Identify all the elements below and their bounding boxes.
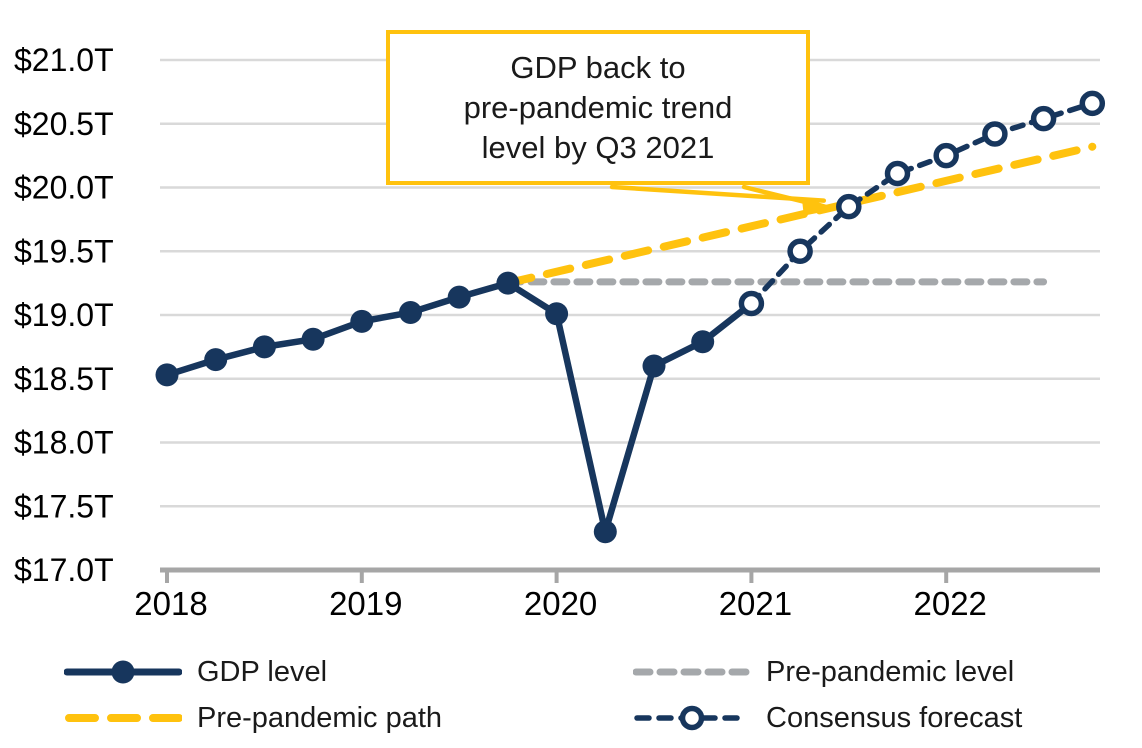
annotation-line-3: level by Q3 2021	[481, 129, 715, 165]
pre-pandemic-level-line-swatch	[633, 668, 751, 676]
y-tick-label: $20.0T	[14, 170, 114, 206]
gdp-level-line-swatch	[64, 660, 182, 684]
pre-pandemic-path-line	[503, 142, 1097, 288]
gdp-data-point	[496, 271, 520, 295]
y-tick-label: $21.0T	[14, 42, 114, 78]
gdp-data-point	[691, 330, 715, 354]
forecast-data-point	[1030, 105, 1057, 132]
gdp-level-line	[163, 279, 755, 535]
forecast-data-point	[884, 160, 911, 187]
chart-canvas: $21.0T $20.5T $20.0T $19.5T $19.0T $18.5T $18.…	[14, 42, 1106, 622]
y-tick-label: $18.5T	[14, 361, 114, 397]
gdp-data-point	[252, 335, 276, 359]
gdp-level-markers	[155, 271, 715, 544]
x-tick-label: 2020	[524, 585, 597, 622]
forecast-data-point	[1079, 90, 1106, 117]
x-tick-label: 2018	[134, 585, 207, 622]
pre-pandemic-path-line-swatch	[65, 714, 182, 722]
x-tick-label: 2019	[329, 585, 402, 622]
legend-label-consensus-forecast: Consensus forecast	[766, 701, 1023, 734]
y-tick-label: $17.5T	[14, 488, 114, 524]
legend-label-gdp-level: GDP level	[197, 655, 328, 688]
legend-label-pre-pandemic-path: Pre-pandemic path	[197, 701, 443, 734]
legend-label-pre-pandemic-level: Pre-pandemic level	[766, 655, 1015, 688]
y-tick-label: $20.5T	[14, 106, 114, 142]
gdp-data-point	[301, 327, 325, 351]
gdp-data-point	[593, 520, 617, 544]
gdp-data-point	[642, 354, 666, 378]
forecast-data-point	[787, 238, 813, 264]
legend-item-pre-pandemic-level: Pre-pandemic level	[633, 655, 1014, 689]
legend-item-consensus-forecast: Consensus forecast	[633, 701, 1022, 735]
gdp-data-point	[204, 348, 228, 372]
gdp-data-point	[350, 309, 374, 333]
forecast-data-point	[836, 193, 862, 220]
y-tick-label: $18.0T	[14, 425, 114, 461]
legend-item-pre-pandemic-path: Pre-pandemic path	[64, 701, 442, 735]
x-tick-label: 2022	[913, 585, 986, 622]
legend-item-gdp-level: GDP level	[64, 655, 327, 689]
annotation-line-1: GDP back to	[510, 49, 686, 85]
gdp-data-point	[155, 363, 179, 387]
annotation-callout: GDP back to pre-pandemic trend level by …	[386, 30, 810, 185]
gdp-data-point	[399, 300, 422, 324]
x-axis: 2018 2019 2020 2021 2022	[134, 567, 1100, 622]
x-tick-label: 2021	[719, 585, 792, 622]
consensus-forecast-line-swatch	[634, 705, 750, 731]
forecast-data-point	[738, 290, 765, 317]
forecast-data-point	[933, 142, 959, 169]
consensus-forecast-markers	[738, 90, 1106, 317]
forecast-data-point	[982, 121, 1008, 147]
chart-legend: GDP level Pre-pandemic path Pre-pandemic…	[0, 645, 1142, 748]
annotation-line-2: pre-pandemic trend	[463, 89, 733, 125]
annotation-arrow	[609, 184, 840, 216]
y-tick-label: $19.5T	[14, 233, 114, 269]
y-tick-label: $17.0T	[14, 552, 114, 588]
y-axis-labels: $21.0T $20.5T $20.0T $19.5T $19.0T $18.5T $18.…	[14, 42, 114, 588]
gdp-data-point	[447, 285, 471, 309]
y-tick-label: $19.0T	[14, 297, 114, 333]
gdp-data-point	[545, 302, 569, 326]
